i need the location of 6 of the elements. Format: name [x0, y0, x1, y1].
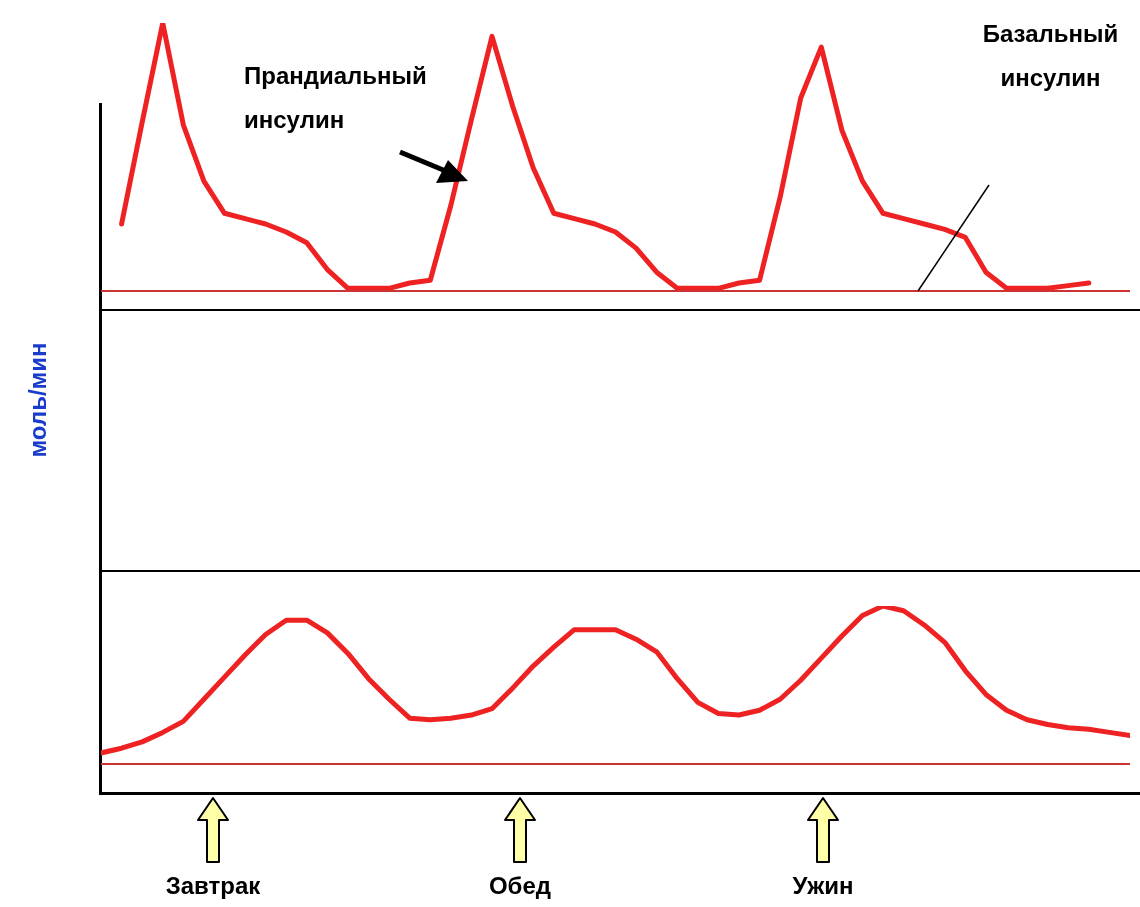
- annotation: Базальный инсулин: [981, 19, 1120, 93]
- text: Завтрак: [164, 871, 262, 901]
- text: Обед: [487, 871, 553, 901]
- y-axis-title: моль/мин: [24, 342, 52, 458]
- text: Ужин: [791, 871, 855, 901]
- annotation: Прандиальный инсулин: [244, 61, 428, 135]
